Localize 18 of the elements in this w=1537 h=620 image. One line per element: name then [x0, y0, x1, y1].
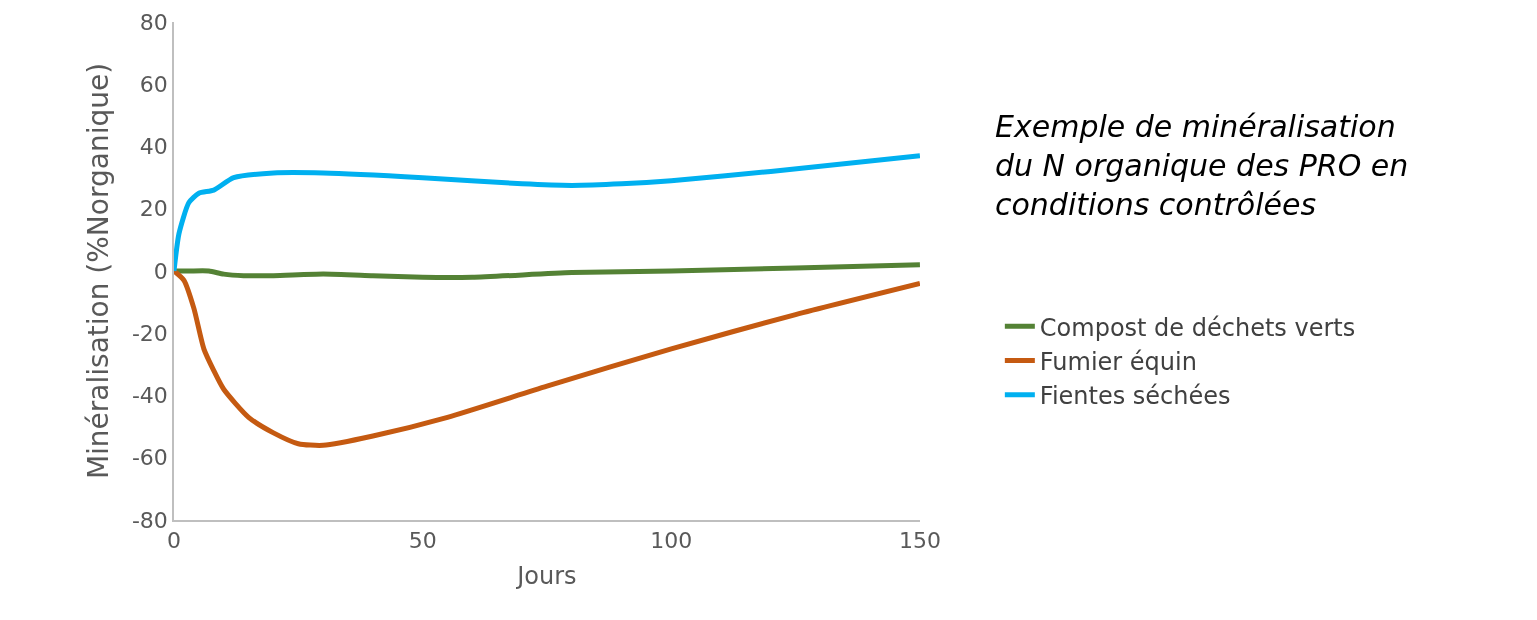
- x-tick-label: 50: [408, 528, 437, 554]
- x-axis-title: Jours: [515, 561, 577, 590]
- y-tick-label: -80: [131, 507, 168, 533]
- y-tick-label: 80: [139, 9, 168, 35]
- y-tick-label: 20: [139, 196, 168, 222]
- x-tick-label: 100: [650, 528, 693, 554]
- legend-label: Fientes séchées: [1039, 382, 1231, 410]
- x-tick-label: 150: [898, 528, 941, 554]
- legend-label: Compost de déchets verts: [1039, 313, 1356, 342]
- y-axis-title: Minéralisation (%Norganique): [82, 62, 116, 480]
- y-tick-label: -20: [131, 320, 168, 346]
- y-tick-label: 40: [139, 134, 168, 160]
- text: Exemple de minéralisation du N organique des PRO en conditions contrôlées: [995, 109, 1409, 222]
- y-tick-label: -60: [131, 445, 168, 471]
- y-tick-label: 0: [153, 258, 168, 284]
- y-tick-label: 60: [139, 71, 168, 97]
- legend-label: Fumier équin: [1039, 347, 1197, 376]
- y-tick-label: -40: [131, 383, 168, 409]
